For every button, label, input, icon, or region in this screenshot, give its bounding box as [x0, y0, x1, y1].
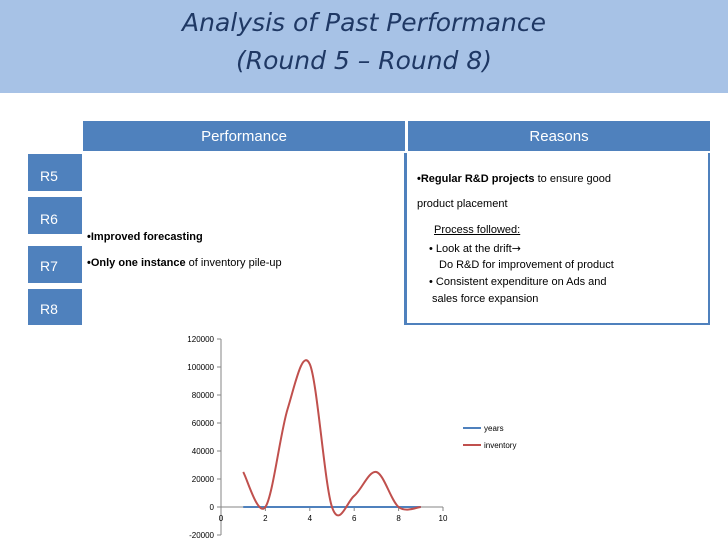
reasons-line-1: •Regular R&D projects to ensure good [417, 173, 611, 185]
reasons-header: Reasons [408, 121, 710, 151]
title-band: Analysis of Past Performance (Round 5 – … [0, 0, 728, 93]
slide-title: Analysis of Past Performance [182, 8, 546, 37]
y-tick-label: 100000 [187, 363, 214, 372]
x-tick-label: 8 [396, 514, 401, 523]
slide-subtitle: (Round 5 – Round 8) [235, 46, 493, 75]
process-step-1-text: • Look at the drift [429, 243, 512, 255]
performance-bullet-1-bold: •Improved forecasting [87, 231, 203, 243]
legend-label-years: years [484, 424, 504, 433]
process-step-2-cont: sales force expansion [432, 293, 539, 305]
round-tab-r6: R6 [28, 196, 82, 234]
performance-bullet-1: •Improved forecasting [87, 231, 203, 243]
process-step-2: • Consistent expenditure on Ads and [429, 276, 607, 288]
performance-header: Performance [83, 121, 405, 151]
performance-bullet-2: •Only one instance of inventory pile-up [87, 257, 282, 269]
reasons-panel: •Regular R&D projects to ensure good pro… [405, 153, 710, 325]
round-tab-r8: R8 [28, 288, 82, 325]
process-step-1-cont: Do R&D for improvement of product [439, 259, 614, 271]
legend-label-inventory: inventory [484, 441, 516, 450]
performance-bullet-2-rest: of inventory pile-up [185, 257, 282, 269]
x-tick-label: 6 [352, 514, 357, 523]
round-tab-r7: R7 [28, 245, 82, 283]
x-tick-label: 2 [263, 514, 268, 523]
inventory-line-chart: -20000 0 20000 40000 60000 80000 100000 120000 0… [187, 335, 516, 540]
reasons-line-2: product placement [417, 198, 508, 210]
arrow-right-icon: → [511, 242, 521, 255]
reasons-line-1-rest: to ensure good [534, 173, 611, 185]
y-tick-label: 0 [210, 503, 215, 512]
y-tick-label: 120000 [187, 335, 214, 344]
reasons-line-1-bold: •Regular R&D projects [417, 173, 535, 185]
performance-panel: •Improved forecasting •Only one instance… [82, 153, 406, 325]
y-tick-label: 40000 [192, 447, 215, 456]
y-tick-label: 60000 [192, 419, 215, 428]
process-label: Process followed: [434, 224, 521, 236]
y-tick-label: 20000 [192, 475, 215, 484]
series-line-inventory [242, 359, 421, 517]
process-step-1: • Look at the drift→ [429, 242, 521, 255]
x-tick-label: 4 [308, 514, 313, 523]
performance-bullet-2-bold: •Only one instance [87, 257, 186, 269]
y-tick-label: 80000 [192, 391, 215, 400]
x-tick-label: 0 [219, 514, 224, 523]
x-tick-label: 10 [439, 514, 448, 523]
y-tick-label: -20000 [189, 531, 214, 540]
round-tab-r5: R5 [28, 153, 82, 191]
